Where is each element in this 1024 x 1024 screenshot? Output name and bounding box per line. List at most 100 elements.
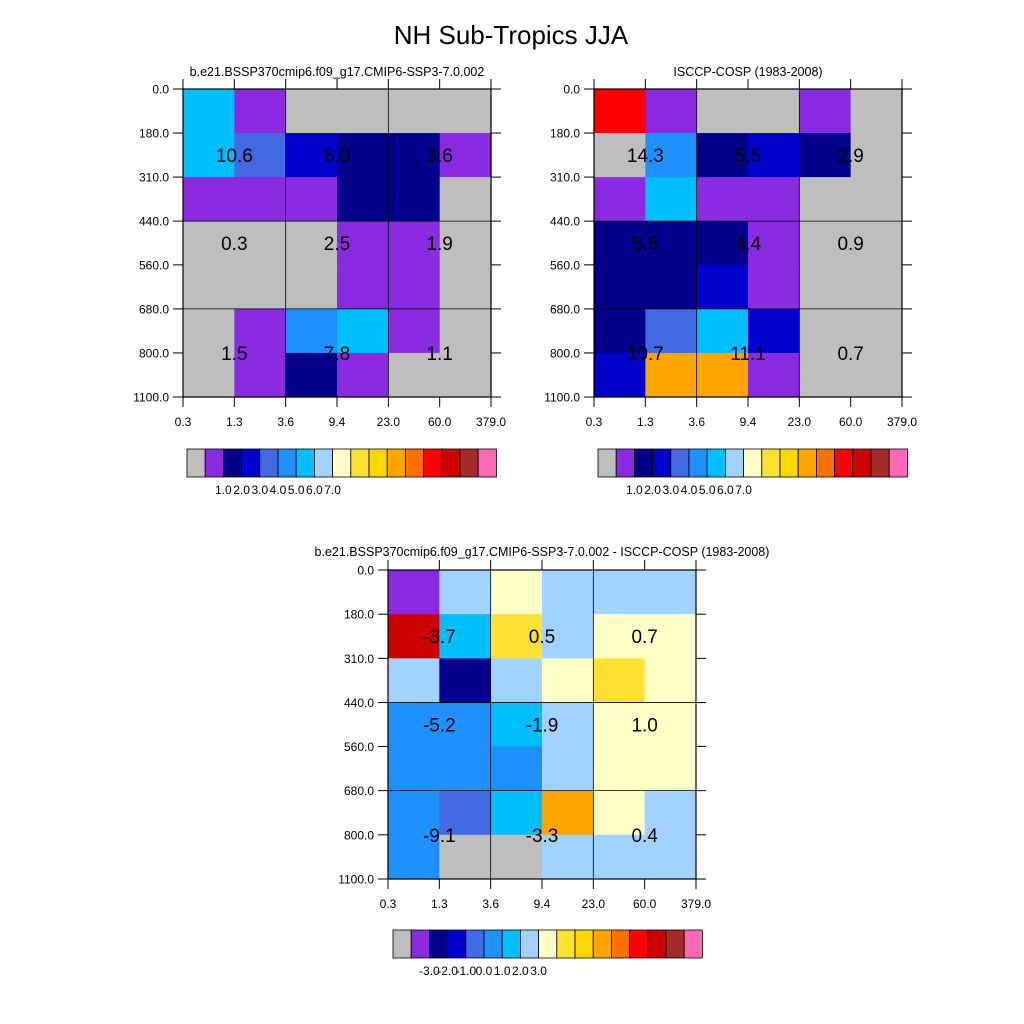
y-tick-label: 800.0 — [550, 346, 580, 360]
heatmap-cell — [388, 89, 441, 134]
colorbar-swatch — [888, 448, 908, 478]
heatmap-cell — [337, 133, 389, 178]
colorbar — [597, 448, 908, 478]
heatmap-cell — [593, 746, 646, 792]
panel-title: b.e21.BSSP370cmip6.f09_g17.CMIP6-SSP3-7.… — [315, 545, 770, 559]
colorbar-swatch — [538, 929, 558, 959]
y-tick-label: 440.0 — [344, 696, 374, 710]
x-tick-label: 23.0 — [788, 415, 812, 429]
data-label: 0.5 — [529, 627, 555, 648]
heatmap-cell — [850, 221, 903, 266]
y-axis: 0.0 180.0 310.0 440.0 560.0 680.0 800.0 … — [133, 83, 169, 405]
data-label: 0.3 — [221, 234, 247, 255]
data-label: 11.1 — [730, 344, 766, 365]
heatmap-cell — [593, 570, 646, 615]
heatmap-cell — [594, 352, 646, 398]
colorbar-swatch — [277, 448, 297, 478]
heatmap-cell — [696, 89, 749, 134]
heatmap-cell — [234, 133, 287, 178]
x-tick-label: 379.0 — [887, 415, 917, 429]
y-tick-label: 180.0 — [550, 127, 580, 141]
heatmap-cell — [850, 133, 903, 178]
heatmap-cell — [644, 658, 697, 704]
heatmap-cell — [850, 264, 903, 310]
heatmap-cell — [337, 308, 389, 354]
y-axis: 0.0 180.0 310.0 440.0 560.0 680.0 800.0 … — [544, 83, 580, 405]
y-tick-label: 800.0 — [344, 828, 374, 842]
heatmap-cell — [850, 308, 903, 354]
data-label: 0.7 — [631, 627, 657, 648]
heatmap-cell — [799, 177, 852, 222]
heatmap-cell — [594, 221, 646, 266]
heatmap-cell — [234, 308, 287, 354]
colorbar-swatch — [447, 929, 467, 959]
grid-layer — [378, 560, 706, 889]
heatmap-cell — [593, 614, 646, 659]
heatmap-cell — [696, 221, 749, 266]
colorbar-label: 2.0 — [512, 964, 529, 978]
panel-title: b.e21.BSSP370cmip6.f09_g17.CMIP6-SSP3-7.… — [190, 65, 485, 79]
grid-layer — [173, 79, 501, 407]
heatmap-cell — [850, 177, 903, 222]
heatmap-cell — [183, 89, 235, 134]
heatmap-cell — [593, 790, 646, 836]
heatmap-cell — [337, 89, 389, 134]
heatmap-cell — [542, 790, 594, 836]
heatmap-cell — [593, 702, 646, 748]
y-tick-label: 560.0 — [550, 258, 580, 272]
heatmap-cell — [388, 133, 441, 178]
colorbar-swatch — [647, 929, 667, 959]
y-tick-label: 310.0 — [550, 171, 580, 185]
heatmap-cell — [285, 177, 338, 222]
y-tick-label: 0.0 — [563, 83, 580, 97]
cells-layer — [183, 89, 492, 398]
data-label: 6.0 — [324, 146, 350, 167]
heatmap-cell — [644, 702, 697, 748]
colorbar-label: 1.0 — [215, 483, 232, 497]
colorbar-labels: 1.0 2.0 3.0 4.0 5.0 6.0 7.0 — [626, 483, 752, 497]
y-tick-label: 560.0 — [139, 258, 169, 272]
heatmap-cell — [234, 221, 287, 266]
colorbar-label: 0.0 — [476, 964, 493, 978]
heatmap-cell — [644, 570, 697, 615]
colorbar-swatch — [313, 448, 333, 478]
heatmap-cell — [645, 352, 698, 398]
colorbar-swatch — [852, 448, 872, 478]
data-label: 1.5 — [221, 344, 247, 365]
colorbar-label: -1.0 — [455, 964, 476, 978]
heatmap-cell — [439, 221, 492, 266]
x-tick-label: 60.0 — [839, 415, 863, 429]
colorbar-swatch — [386, 448, 406, 478]
heatmap-cell — [234, 177, 287, 222]
colorbar-labels: -3.0 -2.0 -1.0 0.0 1.0 2.0 3.0 — [419, 964, 547, 978]
data-label: 2.5 — [324, 234, 350, 255]
heatmap-cell — [388, 834, 440, 880]
colorbar-label: 2.0 — [644, 483, 661, 497]
heatmap-cell — [490, 702, 543, 748]
x-tick-label: 0.3 — [586, 415, 603, 429]
colorbar-label: 6.0 — [306, 483, 323, 497]
colorbar-swatch — [332, 448, 352, 478]
block-values: 14.3 5.5 2.9 5.5 4.4 0.9 10.7 11.1 0.7 — [627, 146, 864, 365]
heatmap-cell — [850, 89, 903, 134]
heatmap-cell — [234, 352, 287, 398]
heatmap-cell — [645, 177, 698, 222]
heatmap-cell — [696, 352, 749, 398]
x-tick-label: 1.3 — [431, 897, 448, 911]
heatmap-cell — [388, 177, 441, 222]
heatmap-cell — [799, 352, 852, 398]
colorbar-swatch — [483, 929, 503, 959]
heatmap-cell — [183, 221, 235, 266]
heatmap-cell — [490, 658, 543, 704]
y-tick-label: 560.0 — [344, 740, 374, 754]
heatmap-cell — [183, 133, 235, 178]
heatmap-cell — [388, 614, 440, 659]
colorbar-swatch — [477, 448, 497, 478]
data-label: 5.5 — [735, 146, 761, 167]
heatmap-cell — [645, 89, 698, 134]
colorbar-label: 5.0 — [699, 483, 716, 497]
colorbar-swatch — [392, 929, 412, 959]
x-tick-label: 3.6 — [482, 897, 499, 911]
colorbar-swatch — [259, 448, 279, 478]
heatmap-cell — [696, 133, 749, 178]
